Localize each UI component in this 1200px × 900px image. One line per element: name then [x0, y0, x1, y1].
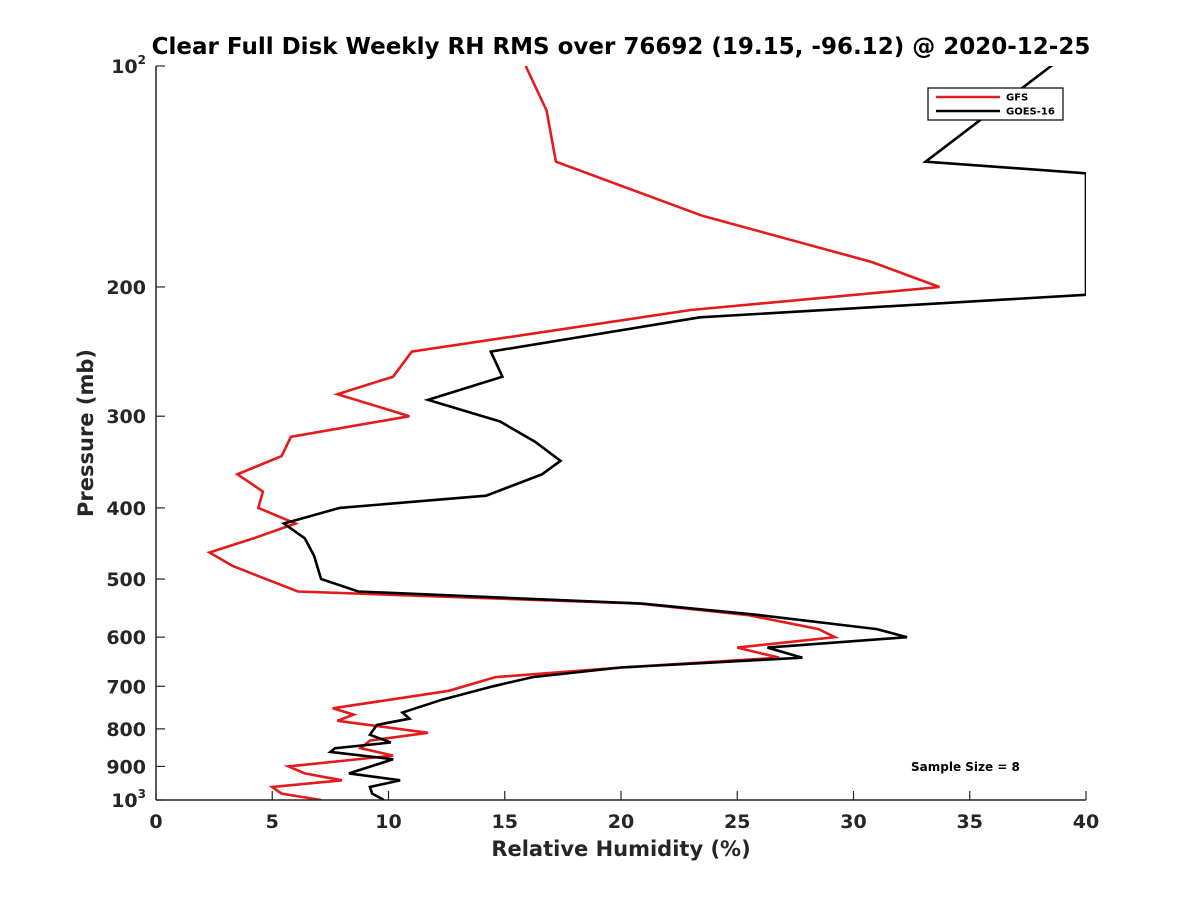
x-tick-label-7: 35: [957, 811, 983, 833]
y-tick-label-1: 200: [106, 277, 146, 299]
y-tick-label-2: 300: [106, 406, 146, 428]
x-tick-label-1: 5: [266, 811, 279, 833]
x-tick-label-6: 30: [840, 811, 866, 833]
series-line-gfs: [206, 66, 940, 800]
y-tick-label-7: 800: [106, 719, 146, 741]
x-axis-label: Relative Humidity (%): [491, 837, 750, 861]
y-tick-label-base-6: 700: [106, 676, 146, 698]
legend-box: [927, 87, 1064, 121]
y-tick-label-8: 900: [106, 756, 146, 778]
y-tick-label-9: 103: [111, 787, 146, 812]
x-tick-label-3: 15: [492, 811, 518, 833]
series-line-goes16: [280, 66, 1086, 800]
x-tick-label-5: 25: [724, 811, 750, 833]
y-tick-label-base-8: 900: [106, 756, 146, 778]
x-tick-label-0: 0: [149, 811, 162, 833]
x-tick-label-8: 40: [1073, 811, 1099, 833]
y-tick-label-exponent-9: 3: [138, 787, 146, 801]
sample-size-annotation: Sample Size = 8: [911, 760, 1020, 774]
y-tick-label-base-9: 10: [111, 790, 137, 812]
y-tick-label-base-4: 500: [106, 569, 146, 591]
y-tick-label-base-1: 200: [106, 277, 146, 299]
y-tick-label-4: 500: [106, 569, 146, 591]
y-tick-label-6: 700: [106, 676, 146, 698]
x-tick-label-4: 20: [608, 811, 634, 833]
y-tick-label-5: 600: [106, 627, 146, 649]
x-axis-ticks: 0 5 10 15 20 25 30 35 40: [149, 791, 1099, 833]
y-tick-label-base-0: 10: [111, 56, 137, 78]
legend: GFS GOES-16: [927, 87, 1064, 121]
legend-label-goes16: GOES-16: [1006, 107, 1055, 118]
y-tick-label-base-3: 400: [106, 498, 146, 520]
series-layer: [206, 66, 1086, 800]
y-tick-label-0: 102: [111, 53, 146, 78]
y-tick-label-exponent-0: 2: [138, 53, 146, 67]
legend-label-gfs: GFS: [1006, 93, 1028, 104]
y-tick-label-base-7: 800: [106, 719, 146, 741]
y-tick-label-base-2: 300: [106, 406, 146, 428]
y-axis-label: Pressure (mb): [74, 349, 98, 517]
y-tick-label-base-5: 600: [106, 627, 146, 649]
y-tick-label-3: 400: [106, 498, 146, 520]
chart-title: Clear Full Disk Weekly RH RMS over 76692…: [152, 34, 1091, 60]
x-tick-label-2: 10: [375, 811, 401, 833]
